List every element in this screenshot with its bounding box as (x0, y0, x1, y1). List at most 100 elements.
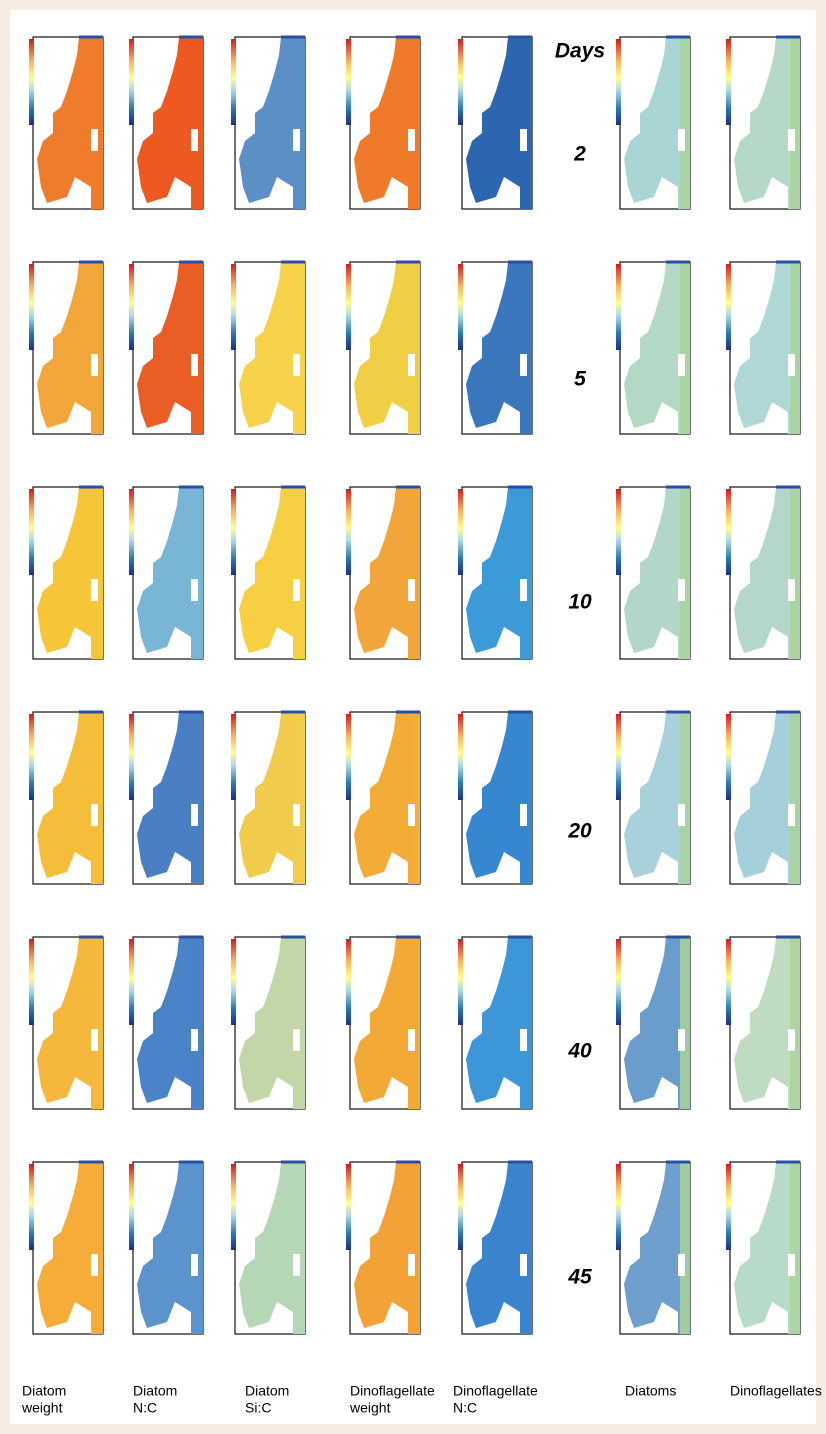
map-edge (790, 1162, 800, 1334)
map-edge (410, 937, 420, 1109)
map-panel (616, 937, 690, 1109)
colorbar (616, 39, 621, 125)
map-panel (726, 937, 800, 1109)
map-edge (680, 1162, 690, 1334)
land-notch (520, 1254, 527, 1276)
days-header: Days (555, 40, 605, 63)
day-label: 40 (567, 1040, 592, 1063)
map-panel (129, 487, 203, 659)
land-notch (191, 354, 198, 376)
land-notch (520, 129, 527, 151)
map-panel (458, 37, 532, 209)
land-notch (191, 579, 198, 601)
land-notch (788, 804, 795, 826)
colorbar (231, 39, 236, 125)
map-edge (295, 262, 305, 434)
map-edge (295, 487, 305, 659)
land-notch (788, 1029, 795, 1051)
land-notch (91, 1254, 98, 1276)
map-edge (93, 712, 103, 884)
colorbar (726, 39, 731, 125)
colorbar (29, 939, 34, 1025)
land-notch (520, 804, 527, 826)
land-notch (191, 129, 198, 151)
map-edge (93, 937, 103, 1109)
map-panel (231, 937, 305, 1109)
map-panel (346, 262, 420, 434)
colorbar (231, 939, 236, 1025)
column-label: Dinoflagellate (453, 1383, 538, 1399)
day-label: 20 (567, 820, 592, 843)
land-notch (408, 579, 415, 601)
land-notch (520, 579, 527, 601)
land-notch (293, 804, 300, 826)
colorbar (129, 264, 134, 350)
land-notch (408, 354, 415, 376)
map-edge (522, 262, 532, 434)
colorbar (346, 489, 351, 575)
colorbar (29, 714, 34, 800)
map-edge (790, 262, 800, 434)
map-edge (522, 37, 532, 209)
land-notch (191, 1254, 198, 1276)
map-panel (458, 1162, 532, 1334)
column-label: Si:C (245, 1400, 271, 1416)
colorbar (616, 264, 621, 350)
map-panel (29, 262, 103, 434)
colorbar (458, 1164, 463, 1250)
map-panel (346, 37, 420, 209)
map-edge (410, 487, 420, 659)
colorbar (29, 39, 34, 125)
land-notch (293, 129, 300, 151)
colorbar (616, 714, 621, 800)
land-notch (91, 1029, 98, 1051)
map-edge (410, 1162, 420, 1334)
map-panel (346, 487, 420, 659)
land-notch (191, 804, 198, 826)
colorbar (726, 489, 731, 575)
map-edge (193, 937, 203, 1109)
map-edge (790, 487, 800, 659)
land-notch (408, 1254, 415, 1276)
map-edge (193, 1162, 203, 1334)
colorbar (346, 939, 351, 1025)
land-notch (408, 129, 415, 151)
colorbar (29, 264, 34, 350)
map-panel (29, 37, 103, 209)
map-panel (231, 487, 305, 659)
colorbar (29, 489, 34, 575)
map-panel (616, 712, 690, 884)
map-edge (193, 37, 203, 209)
map-edge (522, 487, 532, 659)
map-panel (29, 487, 103, 659)
map-edge (295, 1162, 305, 1334)
map-panel (616, 37, 690, 209)
land-notch (293, 1029, 300, 1051)
colorbar (231, 714, 236, 800)
land-notch (678, 129, 685, 151)
map-panel (346, 937, 420, 1109)
column-label: Diatom (22, 1383, 66, 1399)
map-edge (193, 712, 203, 884)
map-panel (29, 712, 103, 884)
day-label: 5 (574, 368, 586, 391)
map-edge (93, 1162, 103, 1334)
land-notch (678, 1029, 685, 1051)
land-notch (678, 804, 685, 826)
map-edge (680, 487, 690, 659)
land-notch (91, 579, 98, 601)
map-panel (458, 487, 532, 659)
map-panel (616, 1162, 690, 1334)
colorbar (231, 264, 236, 350)
land-notch (91, 129, 98, 151)
map-edge (93, 37, 103, 209)
column-label: Diatom (245, 1383, 289, 1399)
column-label: Diatoms (625, 1383, 676, 1399)
map-edge (193, 487, 203, 659)
day-label: 2 (573, 143, 586, 166)
colorbar (616, 1164, 621, 1250)
colorbar (726, 1164, 731, 1250)
colorbar (458, 264, 463, 350)
map-panel (616, 487, 690, 659)
map-panel (129, 1162, 203, 1334)
